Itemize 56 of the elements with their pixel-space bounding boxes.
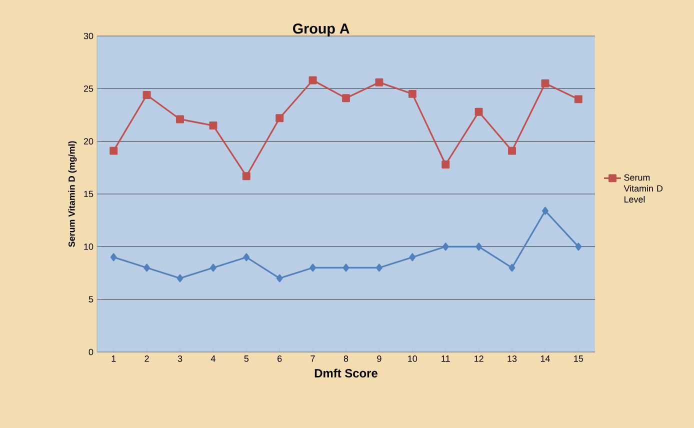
point xyxy=(209,122,218,130)
point xyxy=(243,253,250,262)
x-tick-label: 13 xyxy=(508,356,517,362)
x-tick-label: 4 xyxy=(210,356,216,362)
point xyxy=(176,115,184,124)
point xyxy=(276,274,283,282)
point xyxy=(476,242,482,251)
point xyxy=(110,146,118,155)
legend-label: Serum Vitamin D Level xyxy=(624,174,663,203)
x-tick-label: 8 xyxy=(344,356,348,362)
point xyxy=(142,90,151,99)
x-tick-label: 10 xyxy=(408,356,418,362)
point xyxy=(508,264,516,272)
point xyxy=(210,264,216,272)
point xyxy=(342,94,350,102)
y-tick-label: 25 xyxy=(84,85,94,92)
point xyxy=(276,114,284,122)
point xyxy=(575,242,582,251)
point xyxy=(308,76,317,84)
point xyxy=(508,146,516,155)
y-tick-label: 30 xyxy=(84,32,94,40)
point xyxy=(574,95,582,104)
x-tick-label: 9 xyxy=(377,356,382,362)
point xyxy=(376,264,382,272)
point xyxy=(542,206,548,215)
x-tick-label: 3 xyxy=(178,356,182,362)
x-tick-label: 6 xyxy=(278,356,282,362)
point xyxy=(176,274,184,282)
x-tick-label: 2 xyxy=(144,356,149,362)
point xyxy=(342,264,350,272)
point xyxy=(242,172,250,180)
x-tick-label: 15 xyxy=(574,356,584,362)
point xyxy=(442,160,450,168)
y-axis-title: Serum Vitamin D (mg/ml) xyxy=(68,141,77,247)
point xyxy=(408,90,416,98)
point xyxy=(541,79,550,88)
y-tick-label: 15 xyxy=(84,190,94,198)
point xyxy=(310,264,316,272)
point xyxy=(144,264,150,272)
point xyxy=(375,78,384,86)
y-tick-label: 5 xyxy=(88,296,94,302)
x-tick-label: 7 xyxy=(310,356,315,362)
point xyxy=(442,242,449,251)
y-tick-label: 20 xyxy=(84,138,94,145)
x-tick-label: 14 xyxy=(540,356,550,362)
x-tick-label: 5 xyxy=(244,356,249,362)
chart-title: Group A xyxy=(293,24,350,37)
x-axis-title: Dmft Score xyxy=(314,368,378,378)
y-tick-label: 0 xyxy=(88,348,94,356)
point xyxy=(110,253,117,262)
point xyxy=(474,108,483,116)
point xyxy=(409,253,416,262)
y-tick-label: 10 xyxy=(84,243,94,250)
x-tick-label: 1 xyxy=(112,356,116,362)
x-tick-label: 12 xyxy=(474,356,484,362)
x-tick-label: 11 xyxy=(442,356,450,362)
